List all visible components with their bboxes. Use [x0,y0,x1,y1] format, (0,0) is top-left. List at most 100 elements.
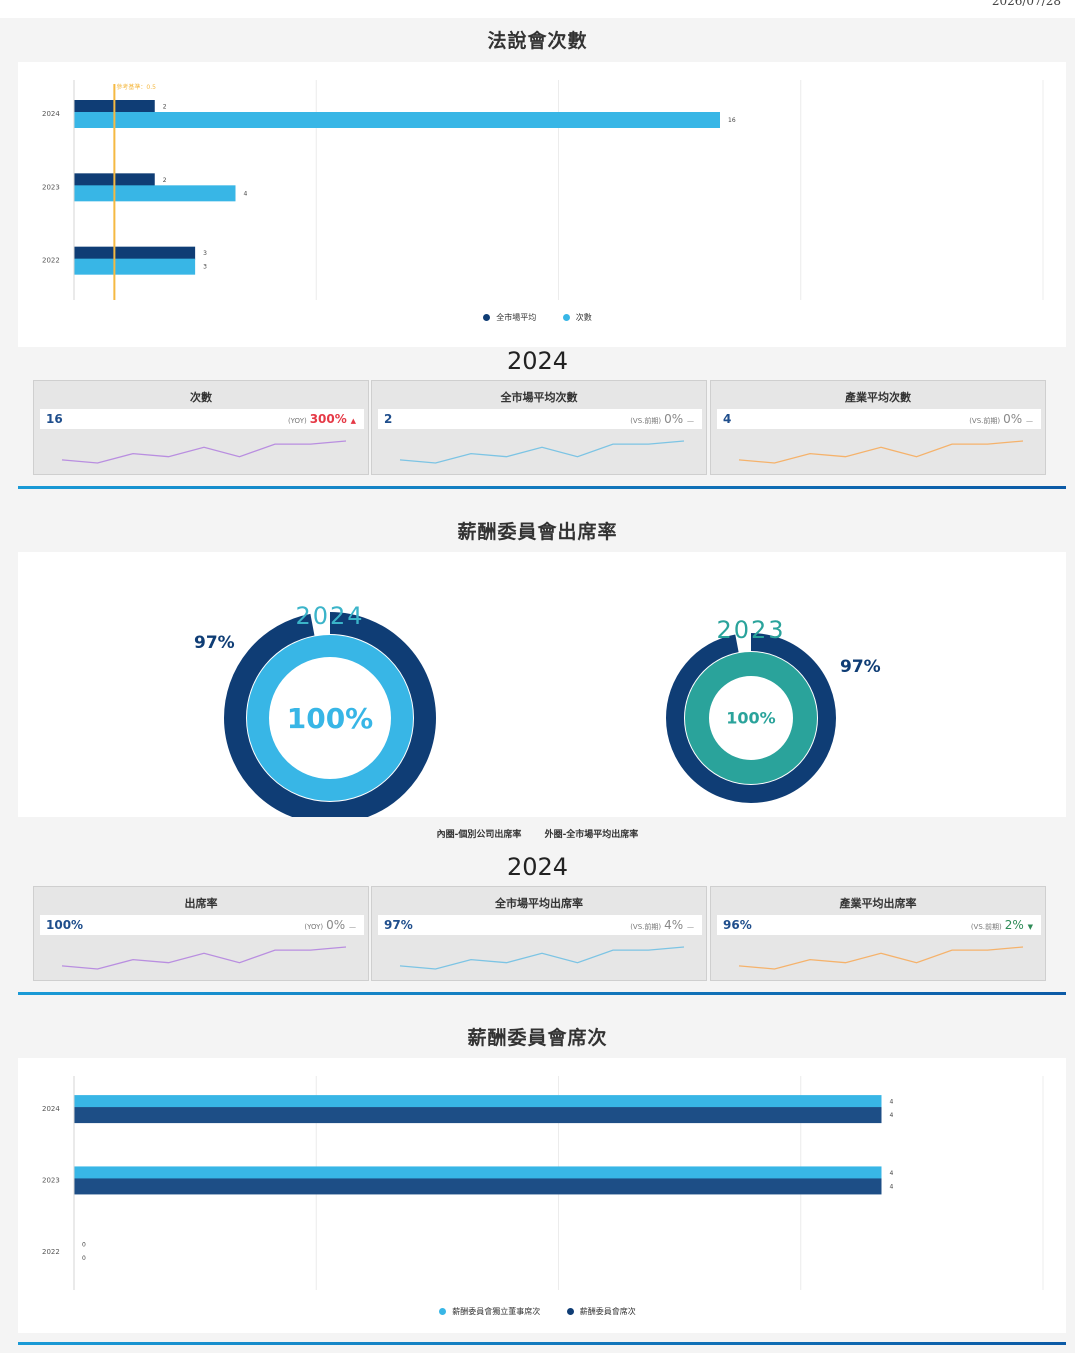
kpi-sparkline [399,946,685,970]
donut-year-label: 2024 [295,602,364,630]
kpi-value-strip: 16 (YOY) 300% ▲ [40,409,364,429]
kpi-card-title: 產業平均出席率 [839,897,917,910]
kpi-card-title: 產業平均次數 [845,391,911,404]
bar-2024-1[interactable] [74,1107,882,1124]
sparkline-path [61,440,347,464]
top-bar: 2026/07/28 [0,0,1075,18]
donut-year-label: 2023 [716,616,785,644]
kpi-card[interactable]: 全市場平均出席率 97% (VS.前期) 4% — [371,886,707,981]
donut-inner-ring-2023[interactable] [685,652,817,784]
report-date: 2026/07/28 [991,0,1061,8]
sparkline-path [738,946,1024,970]
bar-2022-1[interactable] [74,258,196,275]
y-tick-label: 2022 [42,257,60,265]
sparkline-path [399,440,685,464]
kpi-value: 4 [723,412,732,426]
seats-bar-chart: 2024 4 4 2023 4 4 2022 0 0 [42,1076,1044,1290]
kpi-change: 300% [309,412,347,426]
kpi-change: 2% [1004,918,1024,932]
sparkline-path [399,946,685,970]
section-divider [18,486,1066,489]
bar-data-label: 2 [163,177,167,184]
bar-data-label: 4 [890,1112,894,1119]
bar-2024-0[interactable] [74,1095,882,1109]
kpi-card[interactable]: 出席率 100% (YOY) 0% — [33,886,369,981]
bar-data-label: 2 [163,104,167,111]
donut-outer-ring-2024[interactable] [224,612,436,824]
kpi-comparison-label: (VS.前期) [630,923,662,931]
legend-label: 薪酬委員會席次 [579,1307,636,1316]
kpi-card-title: 次數 [190,391,212,404]
kpi-comparison: (YOY) 0% — [304,918,356,932]
legend-item-independent-seats[interactable]: 薪酬委員會獨立董事席次 [439,1306,540,1317]
kpi-comparison-label: (VS.前期) [970,923,1002,931]
kpi-comparison-label: (YOY) [287,417,307,425]
legend-dot-icon [439,1308,447,1315]
donut-outer-value: 97% [194,633,235,653]
kpi-sparkline [399,440,685,464]
attendance-donut-panel: 2024 100% 97% 2023 100% 97% [18,552,1066,824]
kpi-comparison: (VS.前期) 0% — [630,412,694,426]
bar-data-label: 4 [890,1099,894,1106]
bar-data-label: 0 [82,1255,86,1262]
y-tick-label: 2024 [42,110,60,118]
kpi-value: 100% [46,918,84,932]
bar-2024-1[interactable] [74,112,720,128]
kpi-change-arrow-icon: — [687,923,694,931]
kpi-card[interactable]: 產業平均次數 4 (VS.前期) 0% — [710,380,1046,475]
kpi-card[interactable]: 次數 16 (YOY) 300% ▲ [33,380,369,475]
kpi-card-title: 全市場平均出席率 [495,897,583,910]
donut-legend: 內圈-個別公司出席率 外圈-全市場平均出席率 [0,827,1075,840]
bar-2023-1[interactable] [74,1178,882,1195]
kpi-value-strip: 4 (VS.前期) 0% — [717,409,1041,429]
kpi-change: 0% [1003,412,1023,426]
bar-2022-0[interactable] [74,246,196,260]
y-tick-label: 2023 [42,183,60,191]
bar-data-label: 3 [203,264,207,271]
kpi-value-strip: 97% (VS.前期) 4% — [378,915,702,935]
kpi-change: 4% [664,918,684,932]
kpi-card[interactable]: 全市場平均次數 2 (VS.前期) 0% — [371,380,707,475]
kpi-change-arrow-icon: — [687,417,694,425]
legend-label: 次數 [575,313,592,322]
section-divider [18,1342,1066,1345]
kpi-value: 16 [46,412,63,426]
bar-data-label: 3 [203,250,207,257]
kpi-comparison-label: (VS.前期) [969,417,1001,425]
legend-item-total-seats[interactable]: 薪酬委員會席次 [566,1306,636,1317]
kpi-card-title: 出席率 [184,897,218,910]
donut-outer-ring-2023[interactable] [666,633,836,803]
donut-inner-ring-2024[interactable] [247,635,413,801]
bar-2023-0[interactable] [74,1166,882,1180]
kpi-card[interactable]: 產業平均出席率 96% (VS.前期) 2% ▼ [710,886,1046,981]
kpi-comparison-label: (YOY) [304,923,324,931]
sparkline-path [738,440,1024,464]
bar-data-label: 4 [244,190,248,197]
legend-item-count[interactable]: 次數 [562,312,592,323]
section-title-seats: 薪酬委員會席次 [467,1027,608,1049]
kpi-value-strip: 96% (VS.前期) 2% ▼ [717,915,1041,935]
kpi-comparison: (VS.前期) 4% — [630,918,694,932]
kpi-value: 2 [384,412,393,426]
kpi-card-title: 全市場平均次數 [500,391,578,404]
reference-line-label: 參考基準：0.5 [116,83,156,91]
briefings-year: 2024 [506,347,569,375]
legend-label: 薪酬委員會獨立董事席次 [452,1307,541,1316]
donut-inner-value: 100% [726,709,775,728]
seats-legend: 薪酬委員會獨立董事席次 薪酬委員會席次 [0,1306,1075,1317]
kpi-value: 97% [384,918,413,932]
kpi-comparison: (VS.前期) 2% ▼ [971,918,1033,932]
section-title-attendance: 薪酬委員會出席率 [457,521,618,543]
bar-2023-1[interactable] [74,185,236,202]
seats-chart-panel: 2024 4 4 2023 4 4 2022 0 0 [18,1058,1066,1333]
kpi-value-strip: 100% (YOY) 0% — [40,915,364,935]
y-tick-label: 2023 [42,1176,60,1184]
kpi-change-arrow-icon: ▼ [1027,923,1033,931]
bar-data-label: 16 [728,117,736,124]
legend-item-market-avg[interactable]: 全市場平均 [483,312,536,323]
kpi-sparkline [61,440,347,464]
y-tick-label: 2024 [42,1105,60,1113]
section-title-briefings: 法說會次數 [487,30,588,52]
kpi-change-arrow-icon: ▲ [350,417,356,425]
